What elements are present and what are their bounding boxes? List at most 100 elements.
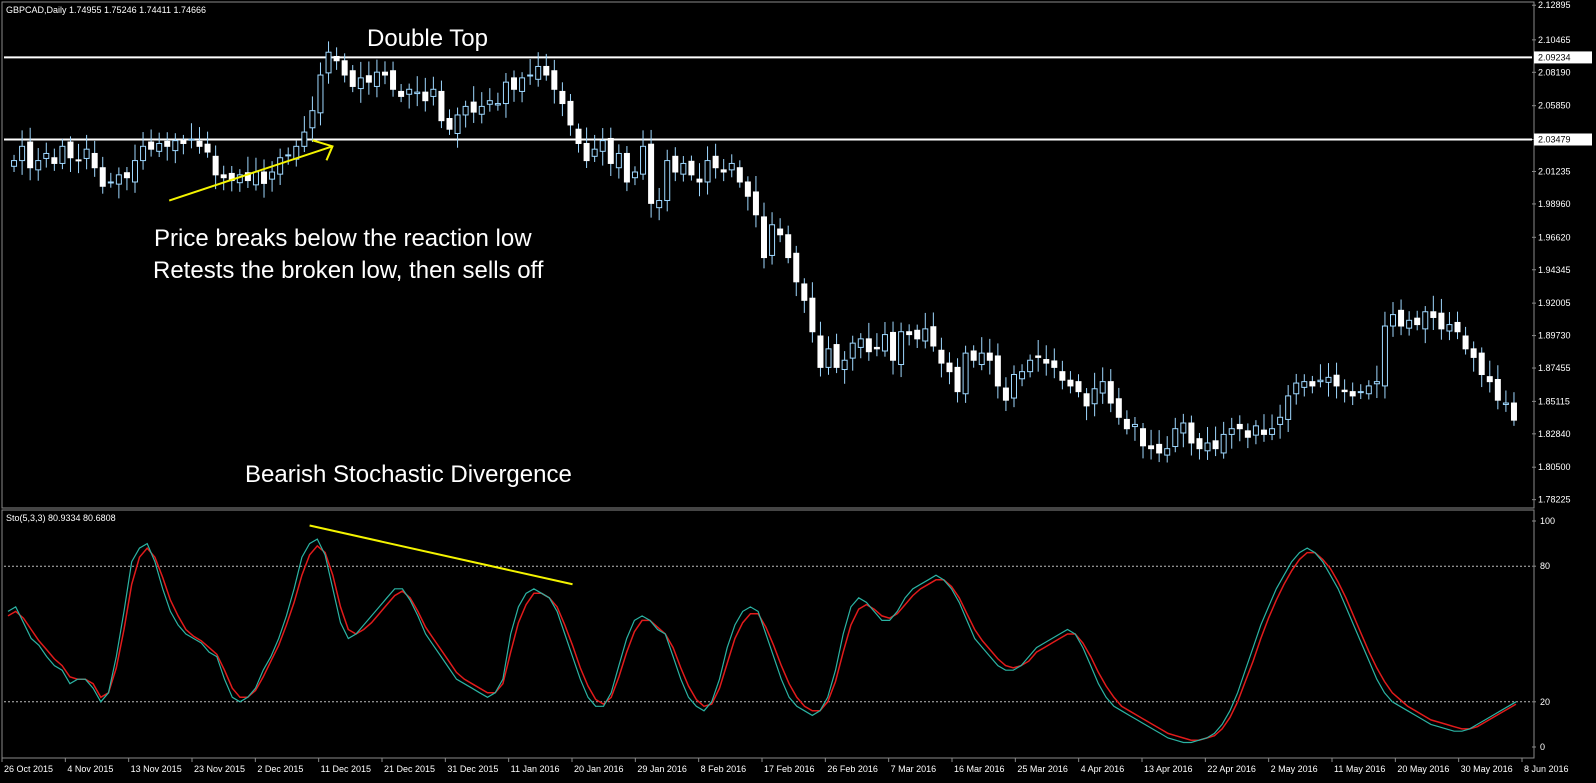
candle-body [140, 145, 147, 162]
time-tick-label: 29 Jan 2016 [637, 764, 687, 774]
candle-body [615, 152, 622, 169]
candle-body [1099, 381, 1106, 394]
candle-body [1252, 425, 1259, 436]
candle-body [946, 362, 953, 373]
candle-body [664, 160, 671, 202]
candle-body [373, 71, 380, 87]
candle-body [865, 338, 872, 353]
candle-body [51, 157, 58, 164]
candle-body [1430, 311, 1437, 318]
candle-body [1422, 311, 1429, 330]
candle-body [1172, 428, 1179, 448]
time-axis-labels: 26 Oct 2015 4 Nov 2015 13 Nov 2015 23 Nov 2… [1, 758, 1569, 774]
candle-body [414, 91, 421, 95]
candle-body [1220, 433, 1227, 454]
stochastic-levels [4, 565, 1532, 703]
candle-body [43, 152, 50, 159]
candle-body [252, 171, 259, 186]
time-tick-label: 20 May 2016 [1397, 764, 1449, 774]
candle-body [317, 74, 324, 114]
candle-body [357, 77, 364, 90]
candle-body [962, 352, 969, 395]
candle-body [543, 65, 550, 76]
candle-body [1059, 371, 1066, 381]
candle-body [67, 141, 74, 159]
candle-body [680, 162, 687, 175]
price-tick-label: 1.92005 [1538, 298, 1571, 308]
candle-body [825, 348, 832, 368]
price-tick-label: 1.85115 [1538, 396, 1570, 406]
candle-body [833, 344, 840, 368]
candle-body [1285, 395, 1292, 420]
candle-body [422, 91, 429, 102]
candle-body [1051, 360, 1058, 368]
candle-body [11, 160, 18, 167]
candle-body [99, 167, 106, 187]
candle-body [1309, 381, 1316, 387]
candle-body [648, 143, 655, 204]
candle-body [696, 178, 703, 183]
stochastic-tick-label: 20 [1540, 697, 1550, 707]
chart-symbol-header: GBPCAD,Daily 1.74955 1.75246 1.74411 1.7… [6, 5, 206, 15]
candle-body [1301, 381, 1308, 388]
candle-body [277, 157, 284, 175]
candle-body [220, 174, 227, 179]
divergence-label: Bearish Stochastic Divergence [245, 461, 572, 488]
candle-body [1027, 359, 1034, 373]
candle-body [712, 155, 719, 169]
candle-body [131, 160, 138, 183]
candle-body [1341, 389, 1348, 393]
candle-body [623, 152, 630, 183]
candle-body [954, 366, 961, 393]
stochastic-tick-label: 0 [1540, 742, 1545, 752]
candle-body [1398, 309, 1405, 327]
candle-body [156, 142, 163, 152]
candle-body [341, 60, 348, 76]
candle-body [906, 331, 913, 336]
candle-body [857, 338, 864, 348]
stochastic-main-line [7, 538, 1517, 744]
candle-body [849, 342, 856, 359]
candle-body [1035, 355, 1042, 358]
candle-body [793, 252, 800, 283]
candle-body [769, 224, 776, 256]
candle-body [881, 334, 888, 352]
candle-body [398, 90, 405, 97]
stochastic-header: Sto(5,3,3) 80.9334 80.6808 [6, 513, 116, 523]
candle-body [1212, 440, 1219, 450]
time-tick-label: 26 Oct 2015 [4, 764, 53, 774]
time-tick-label: 31 Dec 2015 [447, 764, 498, 774]
candle-body [390, 70, 397, 90]
candle-body [1244, 430, 1251, 438]
candle-body [704, 160, 711, 183]
candle-body [123, 172, 130, 179]
candle-body [720, 169, 727, 173]
candle-body [244, 172, 251, 182]
candle-body [172, 140, 179, 152]
candle-body [204, 143, 211, 153]
candle-body [583, 142, 590, 162]
candle-body [890, 331, 897, 361]
time-tick-label: 8 Jun 2016 [1524, 764, 1569, 774]
candle-body [1381, 325, 1388, 387]
candle-body [591, 148, 598, 157]
candle-body [1019, 371, 1026, 380]
candle-body [688, 160, 695, 176]
candle-body [1462, 335, 1469, 350]
stochastic-tick-label: 100 [1540, 516, 1555, 526]
level-lines [4, 56, 1532, 141]
candle-body [640, 145, 647, 175]
candle-body [938, 349, 945, 364]
candle-body [1373, 381, 1380, 385]
candle-body [486, 100, 493, 105]
time-tick-label: 20 Jan 2016 [574, 764, 624, 774]
candle-body [744, 181, 751, 197]
candle-body [285, 154, 292, 157]
candle-body [986, 352, 993, 361]
price-highlight-box [1534, 51, 1592, 64]
price-tick-label: 1.94345 [1538, 265, 1571, 275]
candle-body [841, 359, 848, 371]
candle-body [470, 101, 477, 113]
candle-body [1164, 448, 1171, 456]
candle-body [970, 350, 977, 361]
